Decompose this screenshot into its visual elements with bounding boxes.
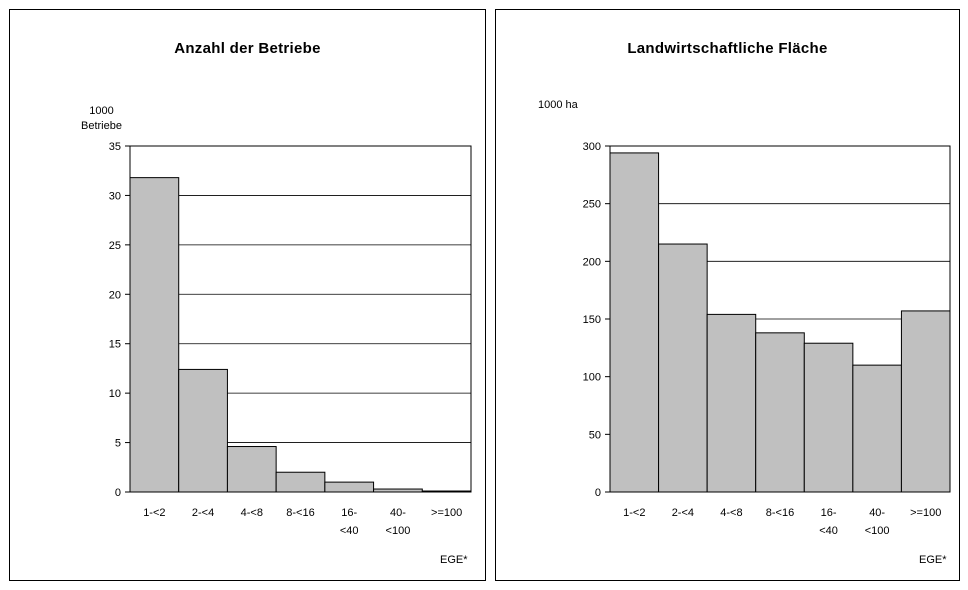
chart-panel-flaeche: Landwirtschaftliche Fläche 1000 ha 0 50 10… bbox=[495, 9, 960, 581]
x-axis-label: EGE* bbox=[440, 554, 468, 566]
y-axis-unit-line: 1000 ha bbox=[538, 99, 578, 111]
y-tick-label: 25 bbox=[109, 240, 121, 252]
x-tick-label: <40 bbox=[819, 525, 838, 537]
chart-title: Landwirtschaftliche Fläche bbox=[627, 40, 828, 57]
y-axis-unit-line: Betriebe bbox=[81, 120, 122, 132]
y-tick-label: 250 bbox=[583, 199, 601, 211]
x-tick-label: 2-<4 bbox=[192, 507, 214, 519]
y-tick-label: 50 bbox=[589, 429, 601, 441]
x-tick-label: 1-<2 bbox=[623, 507, 645, 519]
y-axis-unit-line: 1000 bbox=[89, 105, 114, 117]
y-tick-label: 35 bbox=[109, 141, 121, 153]
chart-panel-betriebe: Anzahl der Betriebe 1000 Betriebe 0 5 10 15… bbox=[9, 9, 486, 581]
y-tick-label: 0 bbox=[595, 487, 601, 499]
bar bbox=[900, 310, 951, 493]
bar bbox=[706, 313, 757, 493]
y-axis-unit: 1000 ha bbox=[538, 98, 578, 113]
x-tick-label: <40 bbox=[340, 525, 359, 537]
x-tick-label: 16- bbox=[341, 507, 357, 519]
bar bbox=[373, 488, 423, 493]
y-tick-label: 5 bbox=[115, 438, 121, 450]
x-axis-label: EGE* bbox=[919, 554, 947, 566]
x-tick-label: 1-<2 bbox=[143, 507, 165, 519]
bar-chart-betriebe: 0 5 10 15 20 25 30 35 1-<2 2-<4 4-<8 8-<16 16- <40 40-… bbox=[109, 141, 472, 537]
bar bbox=[275, 471, 326, 493]
x-tick-label: 8-<16 bbox=[286, 507, 314, 519]
bar bbox=[178, 368, 228, 493]
y-tick-label: 0 bbox=[115, 487, 121, 499]
bar bbox=[609, 152, 660, 493]
x-tick-label: 16- bbox=[821, 507, 837, 519]
x-tick-label: 2-<4 bbox=[672, 507, 694, 519]
x-tick-label: 40- bbox=[869, 507, 885, 519]
x-tick-label: 4-<8 bbox=[241, 507, 263, 519]
x-tick-label: <100 bbox=[865, 525, 890, 537]
x-tick-label: >=100 bbox=[910, 507, 941, 519]
y-tick-label: 100 bbox=[583, 372, 601, 384]
y-tick-label: 200 bbox=[583, 256, 601, 268]
y-tick-label: 10 bbox=[109, 388, 121, 400]
y-tick-label: 30 bbox=[109, 190, 121, 202]
chart-title: Anzahl der Betriebe bbox=[174, 40, 321, 57]
y-tick-label: 15 bbox=[109, 339, 121, 351]
bar bbox=[755, 332, 805, 493]
y-axis-unit: 1000 Betriebe bbox=[81, 104, 122, 134]
bar bbox=[658, 243, 708, 493]
bar bbox=[129, 177, 180, 493]
y-tick-label: 150 bbox=[583, 314, 601, 326]
y-tick-label: 300 bbox=[583, 141, 601, 153]
x-tick-label: >=100 bbox=[431, 507, 462, 519]
bar bbox=[803, 342, 854, 493]
bar bbox=[852, 364, 902, 493]
bar bbox=[226, 446, 277, 493]
x-tick-label: 4-<8 bbox=[720, 507, 742, 519]
x-tick-label: 40- bbox=[390, 507, 406, 519]
y-tick-label: 20 bbox=[109, 289, 121, 301]
bar bbox=[421, 490, 472, 493]
x-tick-label: 8-<16 bbox=[766, 507, 794, 519]
x-tick-label: <100 bbox=[386, 525, 411, 537]
bar bbox=[324, 481, 375, 493]
bar-chart-flaeche: 0 50 100 150 200 250 300 1-<2 2-<4 4-<8 8-<16 16- <4… bbox=[583, 141, 951, 537]
